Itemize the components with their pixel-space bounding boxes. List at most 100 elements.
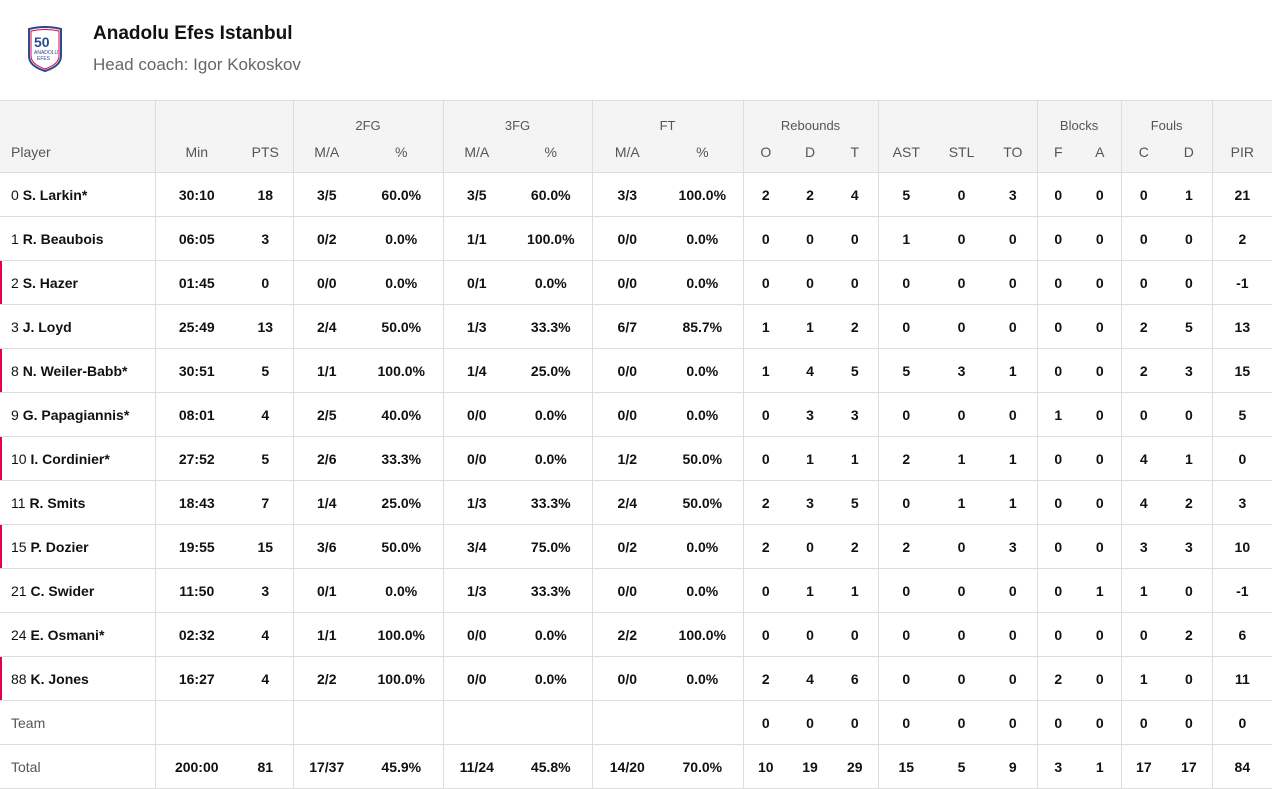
stat-blk-f: 0 bbox=[1036, 436, 1080, 481]
stat-to: 0 bbox=[989, 612, 1038, 657]
stat-2fg-pct: 45.9% bbox=[360, 744, 444, 789]
player-cell[interactable]: 2 S. Hazer bbox=[0, 260, 155, 305]
player-name[interactable]: P. Dozier bbox=[30, 538, 89, 555]
player-name[interactable]: I. Cordinier* bbox=[30, 450, 110, 467]
player-name[interactable]: S. Hazer bbox=[22, 274, 78, 291]
player-name[interactable]: S. Larkin* bbox=[22, 186, 88, 203]
stat-foul-d: 2 bbox=[1166, 480, 1213, 525]
player-row: 2 S. Hazer 01:45 0 0/0 0.0% 0/1 0.0% 0/0 0.0% 0 0 0… bbox=[0, 260, 1272, 305]
column-header-player[interactable]: Player bbox=[0, 132, 155, 173]
stat-reb-o: 1 bbox=[742, 304, 789, 349]
column-header-3fg-pct[interactable]: % bbox=[510, 132, 593, 173]
column-header-foul-d[interactable]: D bbox=[1166, 132, 1213, 173]
column-header-3fg-ma[interactable]: M/A bbox=[442, 132, 511, 173]
stat-ft-ma: 14/20 bbox=[591, 744, 663, 789]
column-header-blk-a[interactable]: A bbox=[1079, 132, 1122, 173]
player-name[interactable]: C. Swider bbox=[30, 582, 95, 599]
group-ft: FT bbox=[591, 100, 744, 133]
stat-reb-d: 0 bbox=[788, 700, 833, 745]
stat-reb-t: 29 bbox=[832, 744, 879, 789]
column-header-min[interactable]: Min bbox=[154, 132, 238, 173]
stat-min: 27:52 bbox=[154, 436, 238, 481]
stat-reb-o: 1 bbox=[742, 348, 789, 393]
svg-text:50: 50 bbox=[34, 34, 50, 50]
stat-3fg-ma: 0/1 bbox=[442, 260, 511, 305]
stat-2fg-pct: 33.3% bbox=[360, 436, 444, 481]
player-cell[interactable]: 88 K. Jones bbox=[0, 656, 155, 701]
player-name[interactable]: E. Osmani* bbox=[30, 626, 105, 643]
column-header-reb-t[interactable]: T bbox=[832, 132, 879, 173]
column-header-stl[interactable]: STL bbox=[934, 132, 990, 173]
player-cell[interactable]: 1 R. Beaubois bbox=[0, 216, 155, 261]
stat-2fg-pct: 40.0% bbox=[360, 392, 444, 437]
stat-pts: 3 bbox=[238, 216, 293, 261]
stat-ft-pct: 0.0% bbox=[662, 392, 744, 437]
player-row: 11 R. Smits 18:43 7 1/4 25.0% 1/3 33.3% 2/4 50.0… bbox=[0, 480, 1272, 525]
player-name[interactable]: K. Jones bbox=[30, 670, 89, 687]
stat-3fg-pct: 100.0% bbox=[510, 216, 593, 261]
stat-to: 0 bbox=[989, 568, 1038, 613]
stat-blk-f: 0 bbox=[1036, 568, 1080, 613]
stat-pir: 84 bbox=[1211, 744, 1272, 789]
player-name[interactable]: G. Papagiannis* bbox=[22, 406, 130, 423]
player-name[interactable]: R. Beaubois bbox=[22, 230, 104, 247]
player-cell[interactable]: 9 G. Papagiannis* bbox=[0, 392, 155, 437]
column-header-to[interactable]: TO bbox=[989, 132, 1038, 173]
stat-ft-pct: 0.0% bbox=[662, 260, 744, 305]
stat-ft-ma: 6/7 bbox=[591, 304, 663, 349]
stat-reb-d: 0 bbox=[788, 260, 833, 305]
stat-ft-ma: 2/4 bbox=[591, 480, 663, 525]
column-header-foul-c[interactable]: C bbox=[1120, 132, 1167, 173]
stat-foul-d: 1 bbox=[1166, 436, 1213, 481]
stat-2fg-ma: 0/0 bbox=[292, 260, 360, 305]
stat-3fg-ma: 0/0 bbox=[442, 612, 511, 657]
stat-3fg-pct: 33.3% bbox=[510, 304, 593, 349]
column-header-reb-d[interactable]: D bbox=[788, 132, 833, 173]
player-cell[interactable]: 8 N. Weiler-Babb* bbox=[0, 348, 155, 393]
player-cell[interactable]: 10 I. Cordinier* bbox=[0, 436, 155, 481]
stat-ast: 0 bbox=[877, 612, 935, 657]
player-cell[interactable]: 15 P. Dozier bbox=[0, 524, 155, 569]
stat-3fg-ma: 3/4 bbox=[442, 524, 511, 569]
stat-blk-f: 2 bbox=[1036, 656, 1080, 701]
column-header-pir[interactable]: PIR bbox=[1211, 132, 1272, 173]
stat-ft-pct: 50.0% bbox=[662, 480, 744, 525]
column-header-ft-pct[interactable]: % bbox=[662, 132, 744, 173]
player-row: 1 R. Beaubois 06:05 3 0/2 0.0% 1/1 100.0% 0/0 0.… bbox=[0, 216, 1272, 261]
stat-reb-t: 0 bbox=[832, 612, 879, 657]
stat-3fg-pct: 0.0% bbox=[510, 656, 593, 701]
player-name[interactable]: N. Weiler-Babb* bbox=[22, 362, 128, 379]
stat-to: 1 bbox=[989, 348, 1038, 393]
stat-reb-t: 6 bbox=[832, 656, 879, 701]
stat-reb-d: 4 bbox=[788, 656, 833, 701]
stat-foul-c: 0 bbox=[1120, 700, 1167, 745]
stat-ast: 2 bbox=[877, 524, 935, 569]
stat-ast: 0 bbox=[877, 568, 935, 613]
column-header-ast[interactable]: AST bbox=[877, 132, 935, 173]
player-cell[interactable]: 21 C. Swider bbox=[0, 568, 155, 613]
stat-foul-c: 4 bbox=[1120, 436, 1167, 481]
player-cell[interactable]: 11 R. Smits bbox=[0, 480, 155, 525]
stat-min: 11:50 bbox=[154, 568, 238, 613]
stat-ft-ma: 0/2 bbox=[591, 524, 663, 569]
stat-3fg-ma: 1/3 bbox=[442, 480, 511, 525]
column-header-2fg-pct[interactable]: % bbox=[360, 132, 444, 173]
stat-ft-pct: 0.0% bbox=[662, 656, 744, 701]
stat-to: 3 bbox=[989, 172, 1038, 217]
player-name[interactable]: J. Loyd bbox=[22, 318, 72, 335]
column-header-reb-o[interactable]: O bbox=[742, 132, 789, 173]
stat-reb-d: 2 bbox=[788, 172, 833, 217]
stat-blk-f: 0 bbox=[1036, 172, 1080, 217]
player-cell[interactable]: 3 J. Loyd bbox=[0, 304, 155, 349]
player-cell[interactable]: 0 S. Larkin* bbox=[0, 172, 155, 217]
column-header-ft-ma[interactable]: M/A bbox=[591, 132, 663, 173]
player-name[interactable]: R. Smits bbox=[29, 494, 86, 511]
column-header-pts[interactable]: PTS bbox=[238, 132, 293, 173]
stat-ft-pct: 0.0% bbox=[662, 524, 744, 569]
stat-2fg-ma: 1/1 bbox=[292, 348, 360, 393]
column-header-blk-f[interactable]: F bbox=[1036, 132, 1080, 173]
column-header-2fg-ma[interactable]: M/A bbox=[292, 132, 360, 173]
stat-reb-o: 0 bbox=[742, 216, 789, 261]
stat-foul-c: 2 bbox=[1120, 348, 1167, 393]
player-cell[interactable]: 24 E. Osmani* bbox=[0, 612, 155, 657]
